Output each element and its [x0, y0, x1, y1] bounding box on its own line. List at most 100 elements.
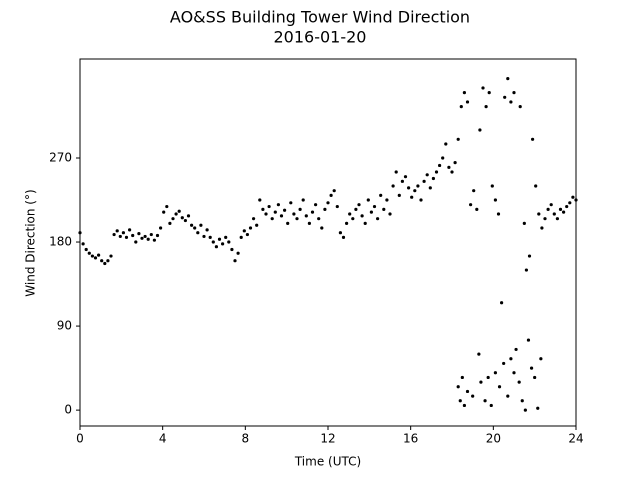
point — [540, 226, 544, 230]
point — [183, 218, 187, 223]
point — [252, 217, 256, 221]
point — [93, 256, 98, 260]
point — [456, 385, 460, 389]
point — [509, 357, 513, 361]
point — [487, 91, 491, 95]
point — [456, 137, 460, 141]
x-tick-label: 0 — [76, 432, 84, 446]
point — [512, 91, 516, 95]
point — [527, 254, 532, 258]
point — [146, 237, 150, 241]
point — [255, 223, 259, 227]
point — [422, 179, 426, 183]
point — [351, 217, 355, 221]
point — [517, 380, 521, 384]
point — [317, 217, 321, 221]
point — [196, 231, 200, 235]
point — [529, 366, 534, 370]
point — [469, 203, 473, 207]
y-tick-label: 180 — [49, 235, 72, 249]
point — [174, 212, 178, 216]
point — [403, 175, 408, 179]
point — [149, 232, 153, 237]
point — [106, 259, 110, 263]
point — [360, 214, 364, 218]
point — [97, 253, 101, 257]
point — [555, 217, 560, 221]
point — [273, 210, 277, 214]
point — [304, 214, 308, 218]
point — [354, 207, 358, 211]
point — [438, 163, 442, 168]
plot-frame — [79, 58, 577, 427]
point — [276, 203, 280, 207]
point — [512, 371, 516, 375]
point — [140, 236, 144, 240]
point — [394, 170, 398, 174]
point — [193, 226, 197, 230]
point — [341, 235, 346, 239]
point — [283, 208, 287, 212]
point — [493, 198, 497, 202]
point — [279, 214, 284, 218]
point — [90, 254, 94, 258]
point — [483, 399, 487, 403]
point — [407, 186, 411, 190]
point — [571, 195, 575, 199]
point — [471, 394, 475, 398]
point — [450, 170, 454, 174]
point — [217, 237, 222, 241]
point — [332, 189, 336, 193]
point — [520, 399, 524, 403]
point — [428, 186, 432, 190]
point — [441, 156, 445, 160]
point — [534, 184, 538, 188]
point — [477, 352, 481, 356]
point — [481, 86, 485, 90]
point — [565, 204, 569, 209]
point — [502, 361, 506, 366]
point — [81, 242, 85, 246]
point — [152, 238, 156, 242]
point — [486, 375, 490, 380]
point — [526, 338, 531, 342]
point — [134, 240, 138, 244]
point — [289, 201, 293, 205]
point — [447, 165, 451, 169]
point — [462, 403, 466, 408]
point — [543, 217, 547, 221]
x-tick-label: 16 — [403, 432, 418, 446]
point — [459, 105, 463, 109]
point — [568, 201, 572, 205]
y-tick-label: 270 — [49, 150, 72, 164]
point — [87, 251, 91, 255]
point — [524, 268, 529, 272]
point — [338, 231, 342, 235]
point — [245, 232, 249, 237]
point — [159, 226, 163, 230]
point — [523, 408, 527, 412]
point — [460, 375, 464, 380]
point — [497, 385, 502, 389]
point — [536, 406, 540, 410]
point — [165, 204, 169, 209]
point — [558, 207, 563, 211]
point — [162, 210, 166, 214]
point — [552, 212, 556, 216]
point — [335, 204, 339, 209]
point — [434, 170, 439, 174]
point — [546, 207, 550, 211]
point — [496, 212, 501, 216]
point — [465, 100, 470, 104]
point — [326, 201, 330, 205]
point — [124, 235, 129, 239]
point — [155, 233, 160, 238]
point — [239, 235, 243, 239]
point — [230, 247, 234, 252]
point — [345, 221, 349, 225]
point — [376, 217, 380, 221]
point — [503, 95, 507, 99]
point — [128, 228, 132, 232]
point — [400, 179, 404, 183]
